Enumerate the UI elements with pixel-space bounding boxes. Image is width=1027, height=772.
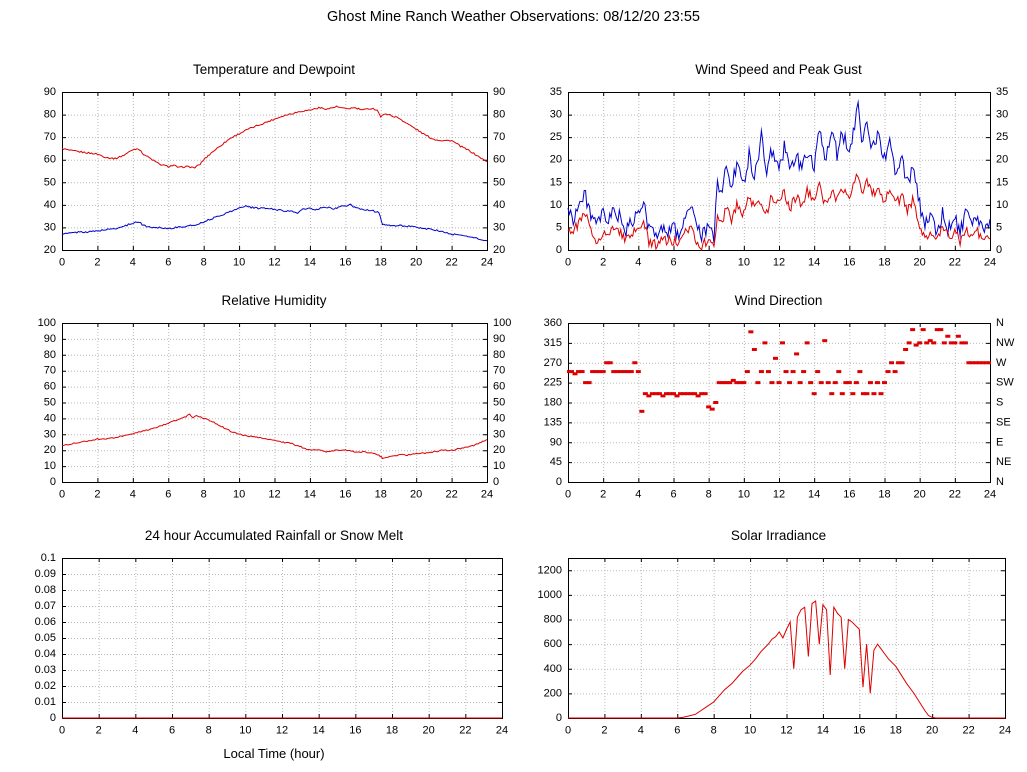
rainfall-plot	[16, 550, 522, 744]
temperature-dewpoint-plot	[16, 84, 522, 276]
chart-solar-irradiance: Solar Irradiance W/m²	[522, 524, 1027, 770]
chart-title-rainfall: 24 hour Accumulated Rainfall or Snow Mel…	[144, 528, 404, 543]
solar-irradiance-plot	[522, 550, 1027, 744]
wind-direction-plot	[522, 315, 1027, 508]
chart-title-temperature-dewpoint: Temperature and Dewpoint	[192, 62, 356, 77]
relative-humidity-plot	[16, 315, 522, 508]
wind-speed-gust-plot	[522, 84, 1027, 276]
chart-title-solar-irradiance: Solar Irradiance	[730, 528, 827, 543]
chart-title-relative-humidity: Relative Humidity	[221, 293, 327, 308]
chart-wind-direction: Wind Direction degrees	[522, 289, 1027, 508]
x-axis-label-local-time: Local Time (hour)	[223, 746, 325, 761]
chart-title-wind-speed-gust: Wind Speed and Peak Gust	[695, 62, 862, 77]
chart-title-wind-direction: Wind Direction	[734, 293, 823, 308]
chart-wind-speed-gust: Wind Speed and Peak Gust miles/hour	[522, 58, 1027, 276]
chart-relative-humidity: Relative Humidity Percent	[16, 289, 522, 508]
chart-temperature-dewpoint: Temperature and Dewpoint Fahrenheit	[16, 58, 522, 276]
page-title: Ghost Mine Ranch Weather Observations: 0…	[327, 9, 700, 25]
chart-rainfall: 24 hour Accumulated Rainfall or Snow Mel…	[16, 524, 522, 770]
